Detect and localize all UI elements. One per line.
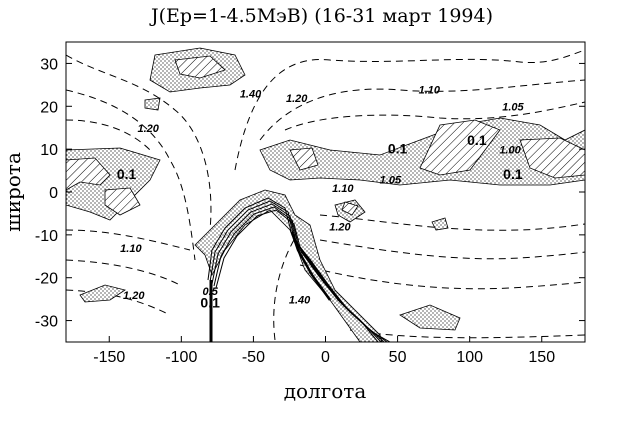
- contour-labels: 1.40 1.20 1.10 1.05 1.20 0.1 0.1 1.00 0.1 0.1 1.05…: [117, 84, 525, 310]
- plot-area: [66, 47, 585, 342]
- contour-label: 1.10: [419, 84, 441, 96]
- contour-label: 1.20: [286, 93, 308, 105]
- hatched-regions: [66, 55, 585, 216]
- x-axis-label: долгота: [284, 379, 367, 403]
- contour-label: 0.1: [388, 140, 408, 156]
- y-axis-label: широта: [1, 152, 25, 232]
- contour-label: 0.1: [117, 166, 137, 182]
- y-tick-label: 10: [40, 142, 58, 159]
- chart-title: J(Ep=1-4.5MэВ) (16-31 март 1994): [149, 5, 493, 27]
- contour-label: 0.1: [467, 132, 487, 148]
- x-tick-label: 0: [321, 349, 330, 366]
- contour-label: 1.20: [137, 123, 159, 135]
- x-tick-label: 50: [389, 349, 407, 366]
- y-tick-label: 20: [40, 99, 58, 116]
- contour-label: 1.10: [120, 243, 142, 255]
- y-tick-label: -30: [35, 314, 58, 331]
- contour-label: 1.05: [380, 174, 402, 186]
- y-tick-label: 30: [40, 56, 58, 73]
- y-tick-label: 0: [49, 185, 58, 202]
- x-tick-label: 100: [456, 349, 483, 366]
- y-tick-label: -20: [35, 271, 58, 288]
- contour-label: 1.40: [289, 294, 311, 306]
- stippled-regions: [66, 47, 585, 342]
- x-tick-label: -50: [242, 349, 265, 366]
- contour-label: 0.5: [203, 286, 219, 298]
- y-tick-label: -10: [35, 228, 58, 245]
- y-axis: 30 20 10 0 -10 -20 -30: [35, 56, 585, 331]
- contour-label: 1.20: [123, 290, 145, 302]
- x-axis: -150 -100 -50 0 50 100 150: [93, 336, 555, 366]
- contour-label: 0.1: [200, 295, 220, 311]
- x-tick-label: -150: [93, 349, 125, 366]
- contour-label: 1.20: [329, 222, 351, 234]
- contour-label: 0.1: [503, 166, 523, 182]
- x-tick-label: -100: [165, 349, 197, 366]
- contour-label: 1.10: [332, 183, 354, 195]
- x-tick-label: 150: [528, 349, 555, 366]
- contour-label: 1.05: [502, 102, 524, 114]
- solid-contour-bundle: [207, 197, 391, 342]
- contour-label: 1.40: [240, 89, 262, 101]
- contour-label: 1.00: [499, 144, 521, 156]
- dashed-contours: [66, 49, 585, 341]
